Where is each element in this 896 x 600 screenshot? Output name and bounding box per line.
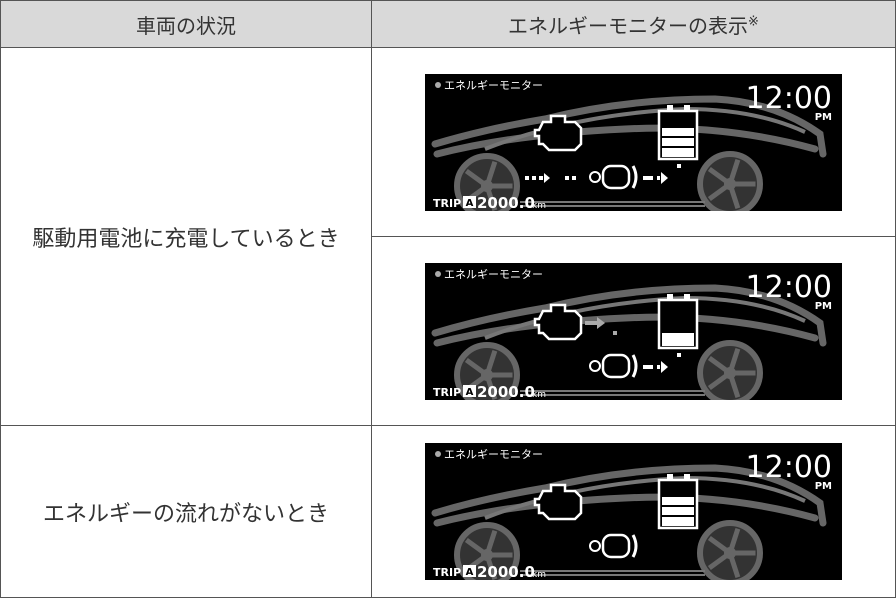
motor-icon bbox=[601, 164, 631, 189]
motor-wheel bbox=[631, 164, 638, 189]
clock-ampm: PM bbox=[815, 112, 832, 123]
hub bbox=[724, 366, 736, 379]
battery-terminal bbox=[667, 293, 673, 300]
battery-level bbox=[662, 332, 694, 346]
display-cell: エネルギーモニター 12:00 PM TRIP A 2000.0 km bbox=[371, 47, 896, 237]
title-bullet bbox=[435, 451, 441, 457]
hub bbox=[481, 549, 493, 561]
title-bullet bbox=[435, 270, 441, 277]
motor-wheel bbox=[631, 534, 638, 558]
header-text: エネルギーモニターの表示 bbox=[508, 13, 749, 38]
trip-label: TRIP bbox=[433, 566, 461, 579]
battery-terminal bbox=[684, 293, 690, 300]
arrow-head bbox=[544, 172, 550, 183]
motor-icon bbox=[601, 353, 631, 378]
battery-terminal bbox=[667, 104, 673, 111]
engine-icon bbox=[533, 483, 583, 521]
monitor-title: エネルギーモニター bbox=[444, 79, 543, 92]
header-cell: 車両の状況 bbox=[0, 0, 372, 48]
trip-id: A bbox=[466, 198, 474, 209]
row: エネルギーの流れがないとき エネルギーモニター 12:00 PM TRIP A 2000.… bbox=[0, 425, 896, 598]
row: エネルギーモニター 12:00 PM TRIP A 2000.0 km bbox=[1, 236, 896, 426]
battery-terminal bbox=[684, 104, 690, 111]
hub bbox=[724, 177, 736, 190]
display-cell: エネルギーモニター 12:00 PM TRIP A 2000.0 km bbox=[371, 236, 896, 426]
header-cell: エネルギーモニターの表示※ bbox=[371, 0, 896, 48]
trip-box bbox=[463, 195, 476, 208]
battery-level bbox=[662, 137, 694, 146]
condition-cell: 駆動用電池に充電しているとき bbox=[0, 47, 372, 426]
monitor-title: エネルギーモニター bbox=[444, 448, 543, 461]
hub bbox=[481, 179, 493, 192]
distance-unit: km bbox=[532, 570, 546, 580]
distance: 2000.0 bbox=[477, 194, 535, 211]
header-text: 車両の状況 bbox=[136, 13, 236, 38]
condition-text: エネルギーの流れがないとき bbox=[42, 501, 329, 527]
distance-unit: km bbox=[532, 390, 546, 400]
battery-terminal bbox=[684, 474, 690, 480]
condition-text: 駆動用電池に充電しているとき bbox=[32, 226, 340, 252]
clock-time: 12:00 bbox=[746, 270, 832, 305]
motor-end bbox=[589, 540, 601, 552]
flow-dot bbox=[677, 163, 681, 168]
distance: 2000.0 bbox=[477, 383, 535, 400]
motor-end bbox=[589, 170, 601, 183]
arrow-head bbox=[597, 316, 605, 329]
clock-time: 12:00 bbox=[746, 81, 832, 116]
battery-level bbox=[662, 517, 694, 526]
flow-dot bbox=[677, 352, 681, 357]
motor-end bbox=[589, 359, 601, 372]
trip-id: A bbox=[466, 567, 474, 578]
distance-unit: km bbox=[532, 201, 546, 211]
title-bullet bbox=[435, 81, 441, 88]
clock-ampm: PM bbox=[815, 481, 832, 492]
car-body bbox=[431, 464, 827, 527]
trip-label: TRIP bbox=[433, 386, 461, 399]
car-body bbox=[431, 94, 827, 157]
trip-box bbox=[463, 384, 476, 397]
display-cell: エネルギーモニター 12:00 PM TRIP A 2000.0 km bbox=[371, 425, 896, 598]
battery-level bbox=[662, 147, 694, 157]
arrow-head bbox=[661, 171, 668, 184]
trip-label: TRIP bbox=[433, 197, 461, 210]
trip-id: A bbox=[466, 387, 474, 398]
battery-level bbox=[662, 127, 694, 136]
motor-icon bbox=[601, 533, 631, 559]
arrow-head bbox=[661, 360, 668, 373]
engine-icon bbox=[533, 114, 583, 151]
note-mark: ※ bbox=[748, 13, 759, 29]
hub bbox=[724, 547, 736, 559]
battery-terminal bbox=[667, 474, 673, 480]
flow-dot bbox=[613, 330, 617, 335]
monitor-title: エネルギーモニター bbox=[444, 268, 543, 281]
battery-level bbox=[662, 497, 694, 505]
header-row: 車両の状況 エネルギーモニターの表示※ bbox=[0, 0, 896, 48]
engine-icon bbox=[533, 303, 583, 340]
battery-level bbox=[662, 507, 694, 515]
distance: 2000.0 bbox=[477, 563, 535, 580]
car-body bbox=[431, 283, 827, 346]
condition-cell: エネルギーの流れがないとき bbox=[0, 425, 372, 598]
clock-ampm: PM bbox=[815, 301, 832, 312]
trip-box bbox=[463, 565, 476, 577]
row: 駆動用電池に充電しているとき エネルギーモニター 12:00 PM TRIP A 2000… bbox=[0, 47, 896, 426]
clock-time: 12:00 bbox=[746, 450, 832, 485]
hub bbox=[481, 368, 493, 381]
motor-wheel bbox=[631, 353, 638, 378]
